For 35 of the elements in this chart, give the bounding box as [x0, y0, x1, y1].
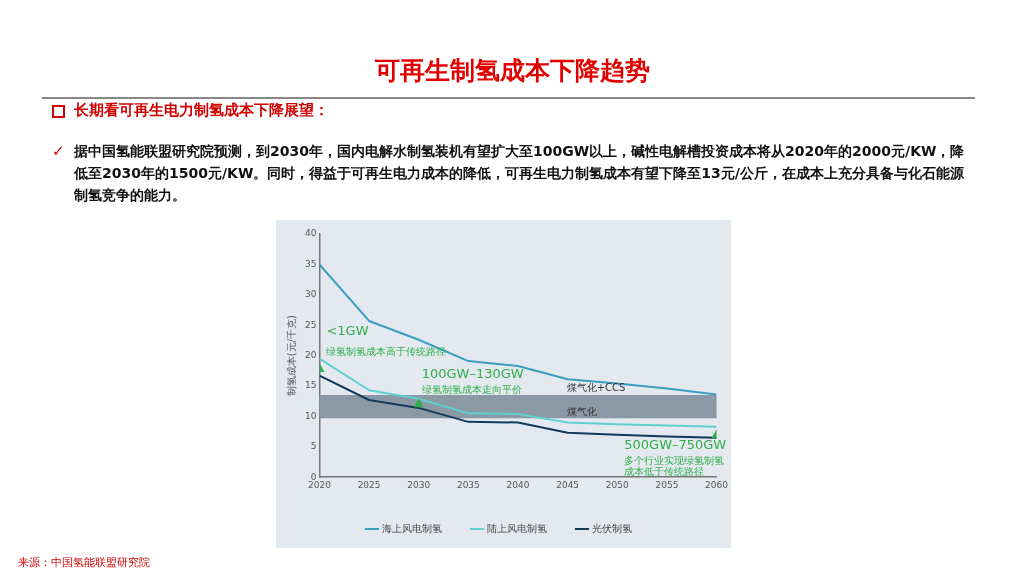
y-tick-label: 10	[305, 410, 317, 421]
x-tick-label: 2035	[456, 479, 480, 490]
legend-label: 光伏制氢	[592, 522, 632, 534]
annotation: 100GW–130GW	[421, 366, 524, 382]
annotation: 500GW–750GW	[624, 436, 727, 452]
y-tick-label: 5	[310, 441, 317, 452]
annotation: 成本低于传统路径	[624, 465, 705, 477]
y-tick-label: 15	[305, 380, 317, 391]
x-tick-label: 2055	[655, 479, 679, 490]
x-tick-label: 2030	[407, 479, 431, 490]
annotation: 煤气化	[566, 406, 597, 418]
y-axis-title: 制氢成本(元/千克)	[285, 314, 297, 397]
x-tick-label: 2025	[357, 479, 381, 490]
source-note: 来源：中国氢能联盟研究院	[18, 555, 150, 570]
x-tick-label: 2040	[506, 479, 530, 490]
annotation: 多个行业实现绿氢制氢	[624, 454, 725, 466]
chart-subtitle: 长期看可再生电力制氢成本下降展望：	[74, 101, 329, 120]
text: 据中国氢能联盟研究院预测，到2030年，国内电解水制氢装机有望扩大至100GW以上，碱性电解槽投资成本将从2020年的2000元/KW，降低至2030年的1500元/KW。同时，得益于可再生电力成本的降低，可再生电力制氢成本有望下降至13元/公斤，在成本上充分具备与化石能源制氢竞争的能力。	[74, 142, 966, 205]
annotation: <1GW	[326, 322, 369, 338]
y-tick-label: 40	[305, 228, 317, 239]
x-tick-label: 2050	[605, 479, 629, 490]
y-tick-label: 25	[305, 319, 317, 330]
text: ✓	[52, 141, 65, 162]
x-tick-label: 2060	[705, 479, 729, 490]
annotation: 绿氢制氢成本走向平价	[421, 384, 522, 396]
legend-label: 海上风电制氢	[382, 522, 442, 534]
chart-title: 可再生制氢成本下降趋势	[373, 55, 651, 87]
x-tick-label: 2020	[308, 479, 332, 490]
y-tick-label: 35	[305, 258, 317, 269]
x-tick-label: 2045	[556, 479, 580, 490]
y-tick-label: 20	[305, 349, 317, 360]
y-tick-label: 30	[305, 289, 317, 300]
y-tick-label: 0	[310, 471, 317, 482]
annotation: 煤气化+CCS	[566, 382, 626, 394]
legend-label: 陆上风电制氢	[487, 522, 547, 534]
